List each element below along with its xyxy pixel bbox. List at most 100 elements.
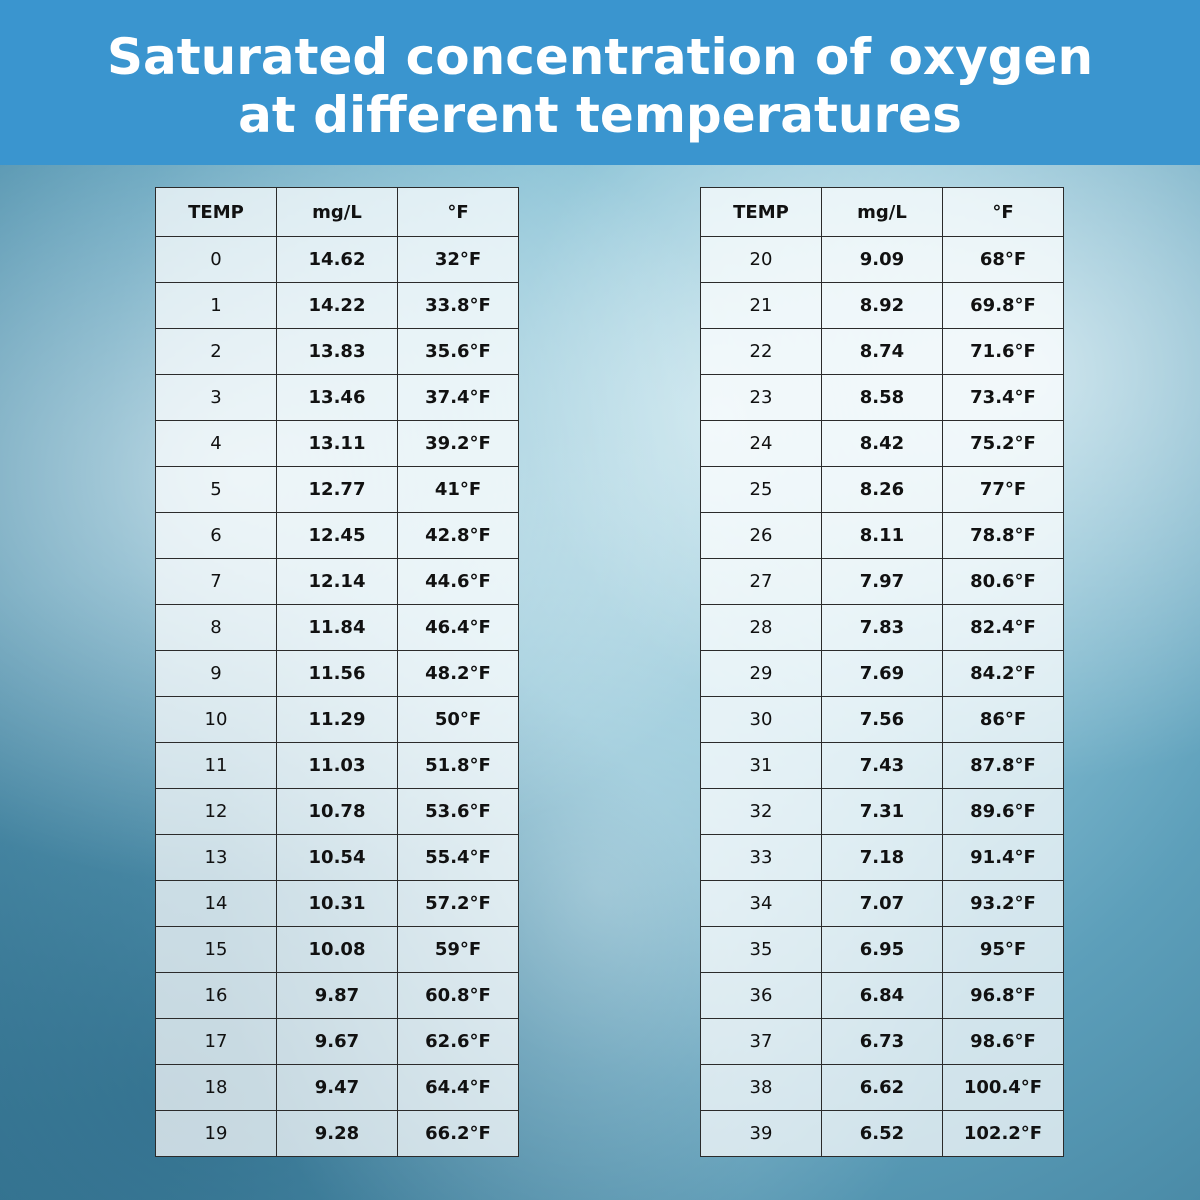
table-row: 29 7.69 84.2°F xyxy=(700,650,1064,697)
table-row: 30 7.56 86°F xyxy=(700,696,1064,743)
table-cell: 75.2°F xyxy=(942,420,1064,467)
header-row: TEMP mg/L °F xyxy=(700,187,1064,237)
table-cell: 59°F xyxy=(397,926,519,973)
table-row: 31 7.43 87.8°F xyxy=(700,742,1064,789)
table-cell: 93.2°F xyxy=(942,880,1064,927)
table-row: 18 9.47 64.4°F xyxy=(155,1064,519,1111)
table-cell: 10.54 xyxy=(276,834,398,881)
table-cell: 48.2°F xyxy=(397,650,519,697)
table-cell: 89.6°F xyxy=(942,788,1064,835)
table-cell: 64.4°F xyxy=(397,1064,519,1111)
column-header: mg/L xyxy=(276,187,398,237)
table-cell: 11.56 xyxy=(276,650,398,697)
table-cell: 22 xyxy=(700,328,822,375)
table-cell: 18 xyxy=(155,1064,277,1111)
table-row: 0 14.62 32°F xyxy=(155,236,519,283)
data-table: TEMP mg/L °F 0 14.62 32°F 1 14.22 33.8°F 2 13.83 35… xyxy=(155,187,519,1157)
table-cell: 33.8°F xyxy=(397,282,519,329)
table-cell: 51.8°F xyxy=(397,742,519,789)
table-cell: 91.4°F xyxy=(942,834,1064,881)
table-cell: 42.8°F xyxy=(397,512,519,559)
column-header: TEMP xyxy=(700,187,822,237)
table-cell: 27 xyxy=(700,558,822,605)
table-cell: 14.22 xyxy=(276,282,398,329)
table-cell: 6.52 xyxy=(821,1110,943,1157)
table-row: 22 8.74 71.6°F xyxy=(700,328,1064,375)
table-cell: 53.6°F xyxy=(397,788,519,835)
table-cell: 13.46 xyxy=(276,374,398,421)
table-row: 15 10.08 59°F xyxy=(155,926,519,973)
column-header: mg/L xyxy=(821,187,943,237)
table-cell: 80.6°F xyxy=(942,558,1064,605)
table-row: 4 13.11 39.2°F xyxy=(155,420,519,467)
table-cell: 7.43 xyxy=(821,742,943,789)
table-row: 2 13.83 35.6°F xyxy=(155,328,519,375)
table-cell: 6 xyxy=(155,512,277,559)
table-cell: 60.8°F xyxy=(397,972,519,1019)
table-cell: 6.95 xyxy=(821,926,943,973)
table-cell: 10 xyxy=(155,696,277,743)
table-row: 34 7.07 93.2°F xyxy=(700,880,1064,927)
table-row: 8 11.84 46.4°F xyxy=(155,604,519,651)
table-cell: 46.4°F xyxy=(397,604,519,651)
table-cell: 9.09 xyxy=(821,236,943,283)
table-cell: 36 xyxy=(700,972,822,1019)
table-cell: 96.8°F xyxy=(942,972,1064,1019)
table-cell: 9 xyxy=(155,650,277,697)
table-row: 20 9.09 68°F xyxy=(700,236,1064,283)
table-cell: 95°F xyxy=(942,926,1064,973)
table-cell: 100.4°F xyxy=(942,1064,1064,1111)
table-cell: 7.56 xyxy=(821,696,943,743)
table-cell: 87.8°F xyxy=(942,742,1064,789)
table-cell: 5 xyxy=(155,466,277,513)
table-cell: 19 xyxy=(155,1110,277,1157)
table-cell: 50°F xyxy=(397,696,519,743)
table-row: 26 8.11 78.8°F xyxy=(700,512,1064,559)
table-cell: 23 xyxy=(700,374,822,421)
table-cell: 6.73 xyxy=(821,1018,943,1065)
table-cell: 37 xyxy=(700,1018,822,1065)
table-row: 16 9.87 60.8°F xyxy=(155,972,519,1019)
table-cell: 0 xyxy=(155,236,277,283)
table-cell: 10.08 xyxy=(276,926,398,973)
table-cell: 30 xyxy=(700,696,822,743)
table-cell: 8 xyxy=(155,604,277,651)
table-row: 38 6.62 100.4°F xyxy=(700,1064,1064,1111)
table-cell: 32°F xyxy=(397,236,519,283)
table-cell: 39 xyxy=(700,1110,822,1157)
table-cell: 86°F xyxy=(942,696,1064,743)
table-cell: 7.18 xyxy=(821,834,943,881)
table-cell: 12.14 xyxy=(276,558,398,605)
table-cell: 14.62 xyxy=(276,236,398,283)
table-cell: 7.69 xyxy=(821,650,943,697)
table-cell: 6.84 xyxy=(821,972,943,1019)
table-cell: 68°F xyxy=(942,236,1064,283)
table-cell: 69.8°F xyxy=(942,282,1064,329)
table-cell: 12 xyxy=(155,788,277,835)
table-cell: 7.83 xyxy=(821,604,943,651)
table-cell: 7.07 xyxy=(821,880,943,927)
table-cell: 8.58 xyxy=(821,374,943,421)
table-cell: 82.4°F xyxy=(942,604,1064,651)
table-cell: 26 xyxy=(700,512,822,559)
table-cell: 29 xyxy=(700,650,822,697)
table-cell: 32 xyxy=(700,788,822,835)
table-cell: 20 xyxy=(700,236,822,283)
table-cell: 57.2°F xyxy=(397,880,519,927)
table-cell: 4 xyxy=(155,420,277,467)
title-line: at different temperatures xyxy=(238,86,962,144)
table-row: 27 7.97 80.6°F xyxy=(700,558,1064,605)
table-row: 12 10.78 53.6°F xyxy=(155,788,519,835)
table-cell: 17 xyxy=(155,1018,277,1065)
table-cell: 28 xyxy=(700,604,822,651)
table-cell: 55.4°F xyxy=(397,834,519,881)
table-cell: 41°F xyxy=(397,466,519,513)
table-cell: 7 xyxy=(155,558,277,605)
header: Saturated concentration of oxygen at dif… xyxy=(0,0,1200,165)
table-cell: 38 xyxy=(700,1064,822,1111)
table-cell: 10.78 xyxy=(276,788,398,835)
table-cell: 2 xyxy=(155,328,277,375)
column-header: °F xyxy=(942,187,1064,237)
table-row: 1 14.22 33.8°F xyxy=(155,282,519,329)
